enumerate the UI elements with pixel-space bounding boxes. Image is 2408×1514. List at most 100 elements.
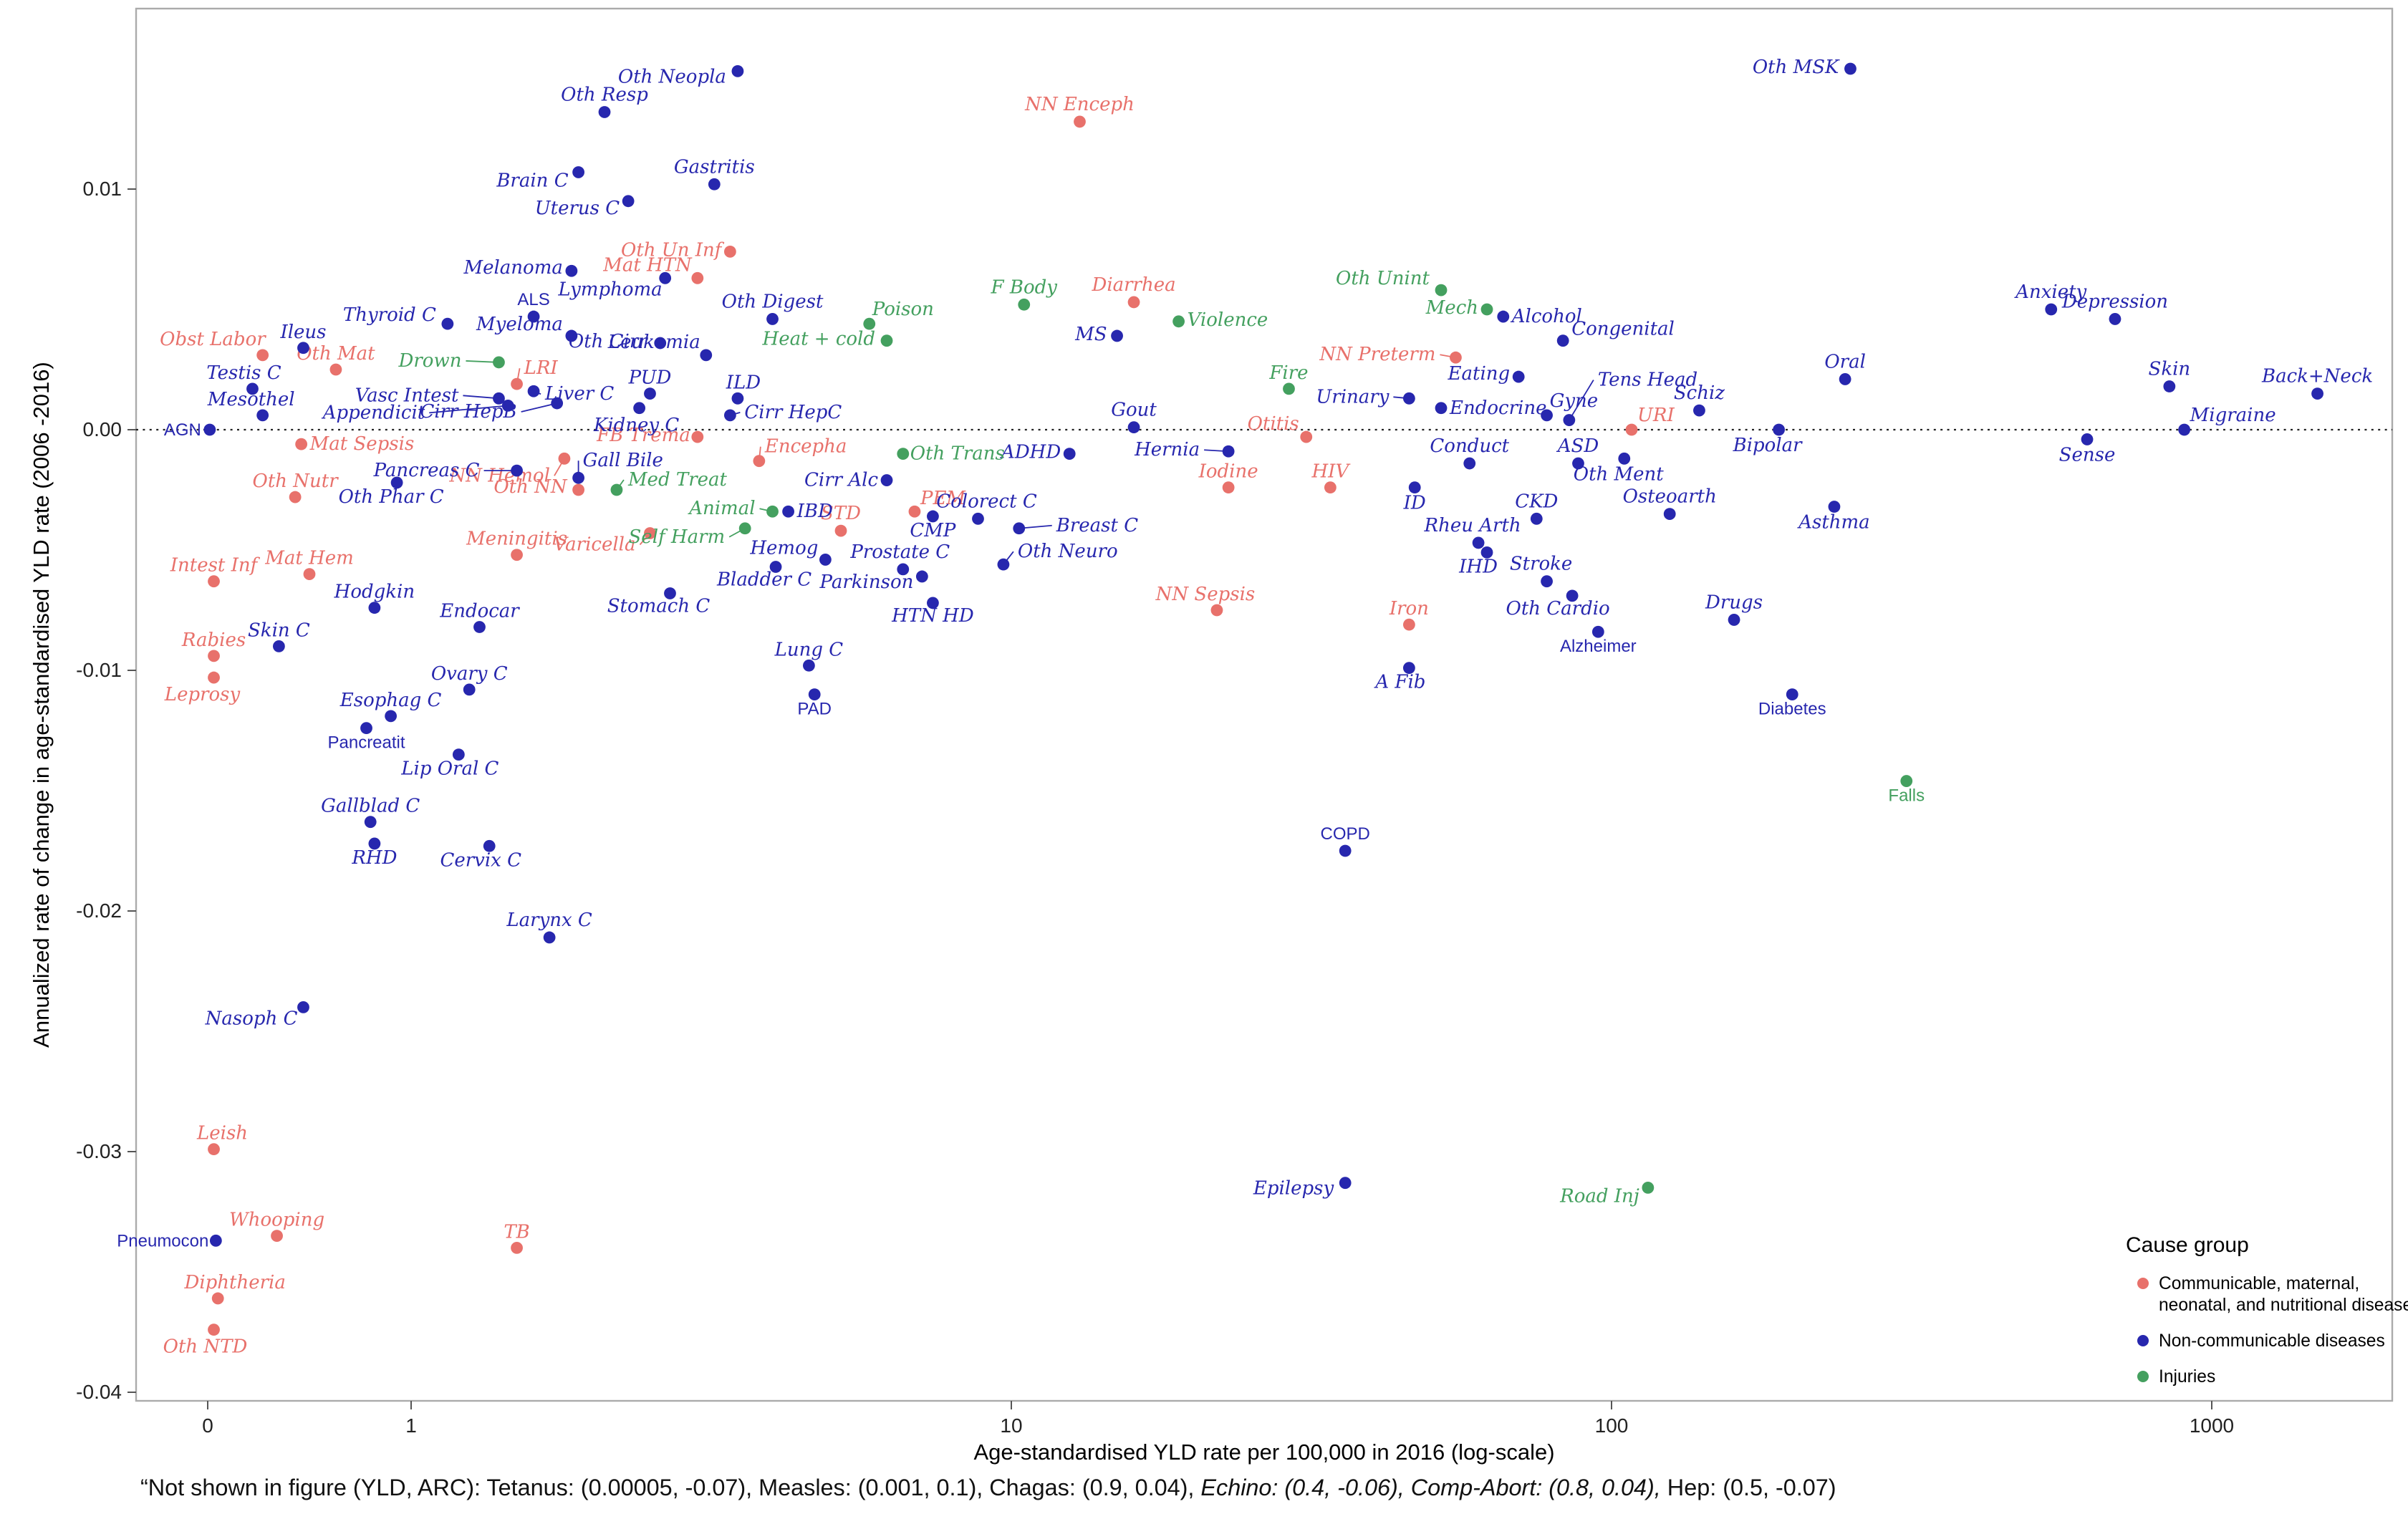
leader-line-tens-head — [1569, 380, 1594, 421]
point-gall-bile — [572, 471, 584, 484]
point-oth-nutr — [289, 491, 302, 503]
point-lip-oral-c — [452, 748, 465, 761]
point-label-otitis: Otitis — [1248, 413, 1299, 435]
point-label-htn-hd: HTN HD — [891, 605, 974, 627]
point-testis-c — [246, 382, 259, 395]
point-pancreatit — [360, 722, 372, 735]
point-label-hemog: Hemog — [749, 537, 818, 559]
point-lri — [511, 377, 523, 390]
point-label-iron: Iron — [1389, 598, 1429, 619]
point-label-oth-ntd: Oth NTD — [163, 1336, 248, 1358]
point-fb-trema — [691, 430, 704, 443]
point-label-cirr-hepc: Cirr HepC — [744, 402, 842, 423]
point-label-gall-bile: Gall Bile — [583, 450, 663, 471]
point-nn-preterm — [1450, 351, 1462, 364]
y-tick-label: 0.00 — [83, 418, 122, 440]
point-nn-enceph — [1074, 115, 1086, 128]
point-diabetes — [1786, 688, 1798, 700]
point-std — [834, 524, 847, 537]
point-thyroid-c — [441, 317, 454, 330]
point-label-obst-labor: Obst Labor — [160, 329, 266, 350]
point-nn-sepsis — [1210, 604, 1223, 617]
point-label-parkinson: Parkinson — [819, 572, 914, 593]
footnote-text-italic: Echino: (0.4, -0.06), Comp-Abort: (0.8, … — [1200, 1475, 1661, 1501]
y-tick-label: 0.01 — [83, 178, 122, 200]
point-cervix-c — [483, 839, 496, 852]
point-label-rhd: RHD — [351, 847, 397, 869]
point-whooping — [271, 1230, 283, 1242]
point-oral — [1839, 373, 1851, 385]
point-label-poison: Poison — [872, 299, 934, 320]
point-pem — [908, 505, 921, 518]
point-mesothel — [256, 409, 269, 422]
point-ileus — [297, 342, 309, 355]
point-label-rheu-arth: Rheu Arth — [1424, 515, 1521, 536]
point-label-pneumocon: Pneumocon — [117, 1231, 208, 1250]
point-oth-un-inf — [723, 245, 736, 258]
point-label-eating: Eating — [1448, 363, 1511, 385]
point-alcohol — [1497, 310, 1510, 323]
point-label-agn: AGN — [164, 420, 201, 440]
point-label-bladder-c: Bladder C — [716, 569, 812, 591]
point-urinary — [1402, 392, 1415, 405]
point-bipolar — [1773, 423, 1785, 436]
point-oth-ment — [1618, 452, 1631, 465]
point-copd — [1339, 844, 1352, 857]
point-label-nn-enceph: NN Enceph — [1024, 94, 1135, 115]
point-mat-htn — [691, 271, 704, 284]
point-label-kidney-c: Kidney C — [593, 415, 679, 436]
point-label-bipolar: Bipolar — [1733, 435, 1803, 456]
point-esophag-c — [385, 710, 397, 723]
y-tick-label: -0.02 — [76, 900, 122, 922]
leader-line-appendicit — [429, 405, 509, 414]
footnote-text-lead: “Not shown in figure (YLD, ARC): Tetanus… — [140, 1475, 1201, 1501]
point-label-mesothel: Mesothel — [207, 389, 295, 410]
point-label-gyne: Gyne — [1550, 390, 1599, 412]
point-depression — [2109, 313, 2122, 325]
point-label-hiv: HIV — [1311, 461, 1351, 483]
point-label-congenital: Congenital — [1571, 319, 1675, 340]
point-ibd — [782, 505, 794, 518]
point-label-endocrine: Endocrine — [1449, 397, 1546, 419]
point-label-drown: Drown — [398, 350, 462, 372]
point-leish — [208, 1143, 220, 1156]
point-als — [527, 310, 540, 323]
point-appendicit — [501, 400, 514, 412]
point-oth-cardio — [1566, 589, 1579, 602]
legend-item-label-0: neonatal, and nutritional diseases — [2159, 1296, 2408, 1315]
point-mat-sepsis — [295, 438, 308, 450]
legend-dot-0 — [2137, 1278, 2149, 1289]
point-diphtheria — [211, 1292, 224, 1305]
point-label-oth-un-inf: Oth Un Inf — [621, 239, 725, 261]
point-label-conduct: Conduct — [1430, 435, 1509, 457]
point-poison — [863, 317, 876, 330]
point-oth-nn — [572, 483, 584, 496]
point-label-stroke: Stroke — [1510, 554, 1572, 575]
point-id — [1408, 481, 1421, 494]
point-asd — [1572, 457, 1584, 470]
point-label-nn-hemol: NN Hemol — [448, 465, 549, 486]
point-oth-neuro — [997, 558, 1010, 571]
leader-line-cirr-hepb — [521, 402, 557, 413]
point-label-myeloma: Myeloma — [476, 314, 563, 335]
point-oth-ntd — [208, 1323, 220, 1336]
point-label-oth-digest: Oth Digest — [722, 291, 824, 312]
point-label-pad: PAD — [797, 700, 832, 719]
point-label-alcohol: Alcohol — [1511, 306, 1582, 327]
point-rabies — [208, 650, 220, 662]
point-violence — [1172, 315, 1185, 328]
point-schiz — [1693, 404, 1705, 417]
point-label-anxiety: Anxiety — [2014, 281, 2086, 303]
point-oth-unint — [1435, 284, 1448, 296]
point-falls — [1900, 775, 1913, 787]
point-label-breast-c: Breast C — [1056, 515, 1138, 536]
point-self-harm — [738, 522, 751, 535]
x-tick-label: 1 — [405, 1414, 417, 1437]
point-pancreas-c — [511, 464, 523, 477]
point-label-gastritis: Gastritis — [674, 156, 755, 178]
point-label-ihd: IHD — [1458, 556, 1498, 577]
point-ild — [731, 392, 744, 405]
point-label-oth-cardio: Oth Cardio — [1506, 598, 1610, 619]
point-label-ckd: CKD — [1515, 491, 1558, 512]
point-label-fire: Fire — [1268, 362, 1308, 384]
